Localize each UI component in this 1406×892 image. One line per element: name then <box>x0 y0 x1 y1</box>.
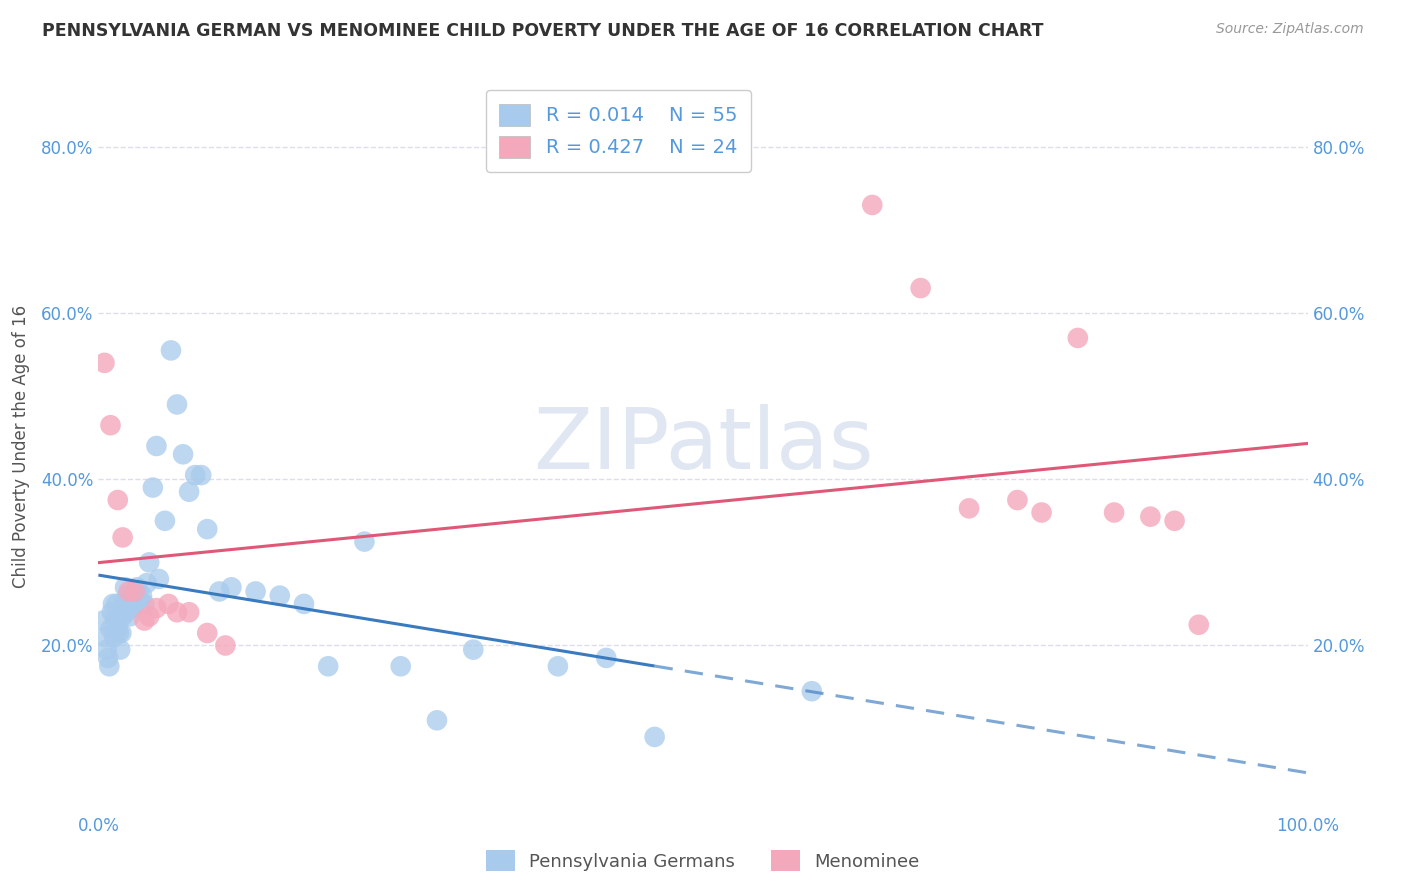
Point <box>100 605 122 619</box>
Point <box>184 468 207 483</box>
Point <box>103 630 125 644</box>
Text: PENNSYLVANIA GERMAN VS MENOMINEE CHILD POVERTY UNDER THE AGE OF 16 CORRELATION C: PENNSYLVANIA GERMAN VS MENOMINEE CHILD P… <box>42 22 1043 40</box>
Point <box>98 659 121 673</box>
Point <box>1102 506 1125 520</box>
Point <box>1188 617 1211 632</box>
Point <box>195 626 218 640</box>
Point <box>157 597 180 611</box>
Point <box>118 592 141 607</box>
Point <box>93 356 115 370</box>
Point <box>100 622 122 636</box>
Point <box>134 597 156 611</box>
Point <box>104 614 127 628</box>
Point <box>131 589 153 603</box>
Point <box>221 580 243 594</box>
Point <box>127 580 149 594</box>
Point <box>910 281 932 295</box>
Point <box>145 439 167 453</box>
Point <box>121 601 143 615</box>
Point <box>1067 331 1090 345</box>
Point <box>124 584 146 599</box>
Point <box>172 447 194 461</box>
Legend: Pennsylvania Germans, Menominee: Pennsylvania Germans, Menominee <box>479 843 927 879</box>
Point <box>145 601 167 615</box>
Point <box>107 622 129 636</box>
Point <box>111 609 134 624</box>
Point <box>166 397 188 411</box>
Point <box>644 730 666 744</box>
Point <box>389 659 412 673</box>
Text: Source: ZipAtlas.com: Source: ZipAtlas.com <box>1216 22 1364 37</box>
Point <box>110 626 132 640</box>
Point <box>292 597 315 611</box>
Point <box>111 530 134 544</box>
Point <box>1139 509 1161 524</box>
Point <box>179 484 201 499</box>
Point <box>91 614 114 628</box>
Point <box>957 501 980 516</box>
Point <box>214 639 236 653</box>
Legend: R = 0.014    N = 55, R = 0.427    N = 24: R = 0.014 N = 55, R = 0.427 N = 24 <box>485 90 751 172</box>
Point <box>426 714 449 728</box>
Point <box>547 659 569 673</box>
Point <box>800 684 823 698</box>
Point <box>138 609 160 624</box>
Point <box>195 522 218 536</box>
Text: ZIPatlas: ZIPatlas <box>533 404 873 488</box>
Point <box>245 584 267 599</box>
Point <box>142 481 165 495</box>
Point <box>107 493 129 508</box>
Point <box>134 614 156 628</box>
Point <box>595 651 617 665</box>
Point <box>97 651 120 665</box>
Point <box>108 642 131 657</box>
Point <box>269 589 291 603</box>
Point <box>112 597 135 611</box>
Point <box>138 555 160 569</box>
Point <box>115 605 138 619</box>
Point <box>118 609 141 624</box>
Point <box>353 534 375 549</box>
Point <box>179 605 201 619</box>
Point <box>316 659 339 673</box>
Point <box>135 576 157 591</box>
Point <box>1031 506 1053 520</box>
Point <box>108 626 131 640</box>
Point <box>190 468 212 483</box>
Point <box>860 198 883 212</box>
Point <box>118 584 141 599</box>
Point <box>166 605 188 619</box>
Point <box>153 514 176 528</box>
Y-axis label: Child Poverty Under the Age of 16: Child Poverty Under the Age of 16 <box>11 304 30 588</box>
Point <box>105 597 128 611</box>
Point <box>101 597 124 611</box>
Point <box>100 418 122 433</box>
Point <box>208 584 231 599</box>
Point <box>1007 493 1029 508</box>
Point <box>124 597 146 611</box>
Point <box>117 589 139 603</box>
Point <box>96 642 118 657</box>
Point <box>128 592 150 607</box>
Point <box>114 580 136 594</box>
Point <box>463 642 485 657</box>
Point <box>148 572 170 586</box>
Point <box>160 343 183 358</box>
Point <box>1163 514 1185 528</box>
Point <box>94 630 117 644</box>
